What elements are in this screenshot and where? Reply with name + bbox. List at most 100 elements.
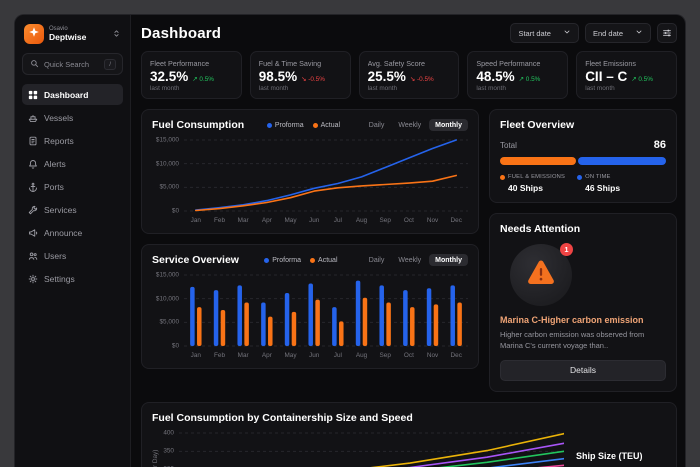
kpi-value: 32.5% — [150, 69, 189, 84]
sidebar-item-reports[interactable]: Reports — [22, 130, 123, 151]
x-axis: Jan Feb Mar Apr May Jun Jul Aug Sep Oct Nov Dec — [184, 217, 468, 224]
x-tick-label: Mar — [237, 217, 249, 224]
y-axis-label: (Per Day) — [152, 448, 159, 467]
wrench-icon — [28, 205, 38, 215]
legend-item: Proforma — [266, 121, 304, 129]
sidebar-nav: Dashboard Vessels Reports Alerts Ports Servic… — [22, 84, 123, 289]
kpi-delta: ↗ 0.5% — [518, 76, 541, 83]
sidebar-item-label: Announce — [44, 227, 83, 238]
shortcut-badge: / — [104, 58, 116, 70]
y-tick-label: $0 — [171, 207, 179, 215]
sidebar-item-label: Alerts — [44, 158, 66, 169]
alert-image: 1 — [510, 243, 573, 306]
kpi-label: Avg. Safety Score — [367, 59, 425, 68]
kpi-value: CII – C — [585, 69, 628, 84]
sidebar-item-alerts[interactable]: Alerts — [22, 153, 123, 174]
fleet-bar-segment — [578, 157, 666, 165]
fuel-consumption-card: Fuel Consumption Proforma Actual Daily Wee… — [141, 109, 479, 234]
quick-search[interactable]: Quick Search / — [22, 53, 123, 75]
middle-section: Fuel Consumption Proforma Actual Daily Wee… — [141, 109, 677, 392]
sidebar-item-vessels[interactable]: Vessels — [22, 107, 123, 128]
report-icon — [28, 136, 38, 146]
legend-label: Proforma — [274, 121, 304, 129]
fleet-total-label: Total — [500, 140, 517, 150]
chart-title: Fuel Consumption — [152, 119, 245, 131]
x-tick-label: Apr — [261, 352, 272, 359]
sidebar-item-label: Settings — [44, 273, 75, 284]
x-tick-label: Nov — [426, 217, 439, 224]
plot-area: $15,000 $10,000 $5,000 $0 — [152, 136, 468, 215]
card-title: Fleet Overview — [500, 119, 575, 131]
tab-monthly[interactable]: Monthly — [429, 254, 468, 266]
chart-range-tabs: Daily Weekly Monthly — [363, 254, 468, 266]
start-date-select[interactable]: Start date — [510, 23, 579, 43]
grid-icon — [28, 90, 38, 100]
end-date-label: End date — [592, 28, 623, 38]
x-tick-label: Mar — [237, 352, 249, 359]
page-title: Dashboard — [141, 24, 222, 42]
fleet-legend-label: ON TIME — [585, 174, 611, 180]
fleet-legend-value: 40 Ships — [508, 183, 543, 193]
tab-weekly[interactable]: Weekly — [398, 256, 422, 264]
legend-item: Actual — [312, 122, 340, 129]
kpi-label: Fleet Performance — [150, 59, 210, 68]
header-controls: Start date End date — [510, 23, 677, 43]
sidebar-item-settings[interactable]: Settings — [22, 268, 123, 289]
alert-description: Higher carbon emission was observed from… — [500, 330, 645, 351]
y-tick-label: $15,000 — [155, 136, 179, 144]
tab-weekly[interactable]: Weekly — [398, 121, 422, 129]
sidebar-item-ports[interactable]: Ports — [22, 176, 123, 197]
plot-area: (Per Day) 400350300250 Ship Size (TEU) 4… — [152, 429, 666, 467]
chart-legend: Proforma Actual — [264, 257, 338, 264]
filter-button[interactable] — [657, 23, 677, 43]
kpi-row: Fleet Performance 32.5% ↗ 0.5% last month Fu… — [141, 51, 677, 99]
kpi-value: 25.5% — [367, 69, 406, 84]
workspace-switcher[interactable]: Osavio Deptwise — [22, 23, 123, 45]
x-axis: Jan Feb Mar Apr May Jun Jul Aug Sep Oct Nov Dec — [184, 352, 468, 359]
legend-item: Proforma — [264, 257, 301, 264]
y-axis: 400350300250 — [159, 429, 179, 467]
tab-daily[interactable]: Daily — [368, 121, 385, 129]
kpi-value: 98.5% — [258, 69, 298, 84]
sidebar-item-users[interactable]: Users — [22, 245, 123, 266]
details-button[interactable]: Details — [500, 359, 666, 381]
fuel-by-size-speed-plot — [179, 432, 564, 467]
ship-icon — [28, 113, 38, 123]
sidebar-item-dashboard[interactable]: Dashboard — [22, 84, 123, 105]
chart-head: Fuel Consumption by Containership Size a… — [152, 412, 666, 424]
chart-head: Service Overview Proforma Actual Daily Wee… — [152, 254, 468, 266]
needs-attention-card: Needs Attention 1 Marina C-Higher carbon… — [489, 213, 677, 392]
logo-icon — [24, 24, 44, 44]
end-date-select[interactable]: End date — [584, 23, 651, 43]
service-overview-plot — [184, 274, 468, 347]
y-tick-label: $5,000 — [159, 183, 179, 191]
start-date-label: Start date — [518, 28, 551, 38]
fuel-consumption-plot — [184, 139, 468, 212]
side-cards-column: Fleet Overview Total 86 FUEL & EMISSIONS… — [489, 109, 677, 392]
kpi-period: last month — [367, 85, 398, 92]
users-icon — [28, 251, 38, 261]
legend-dot-icon — [312, 122, 318, 128]
tab-monthly[interactable]: Monthly — [429, 119, 468, 131]
sidebar-item-announce[interactable]: Announce — [22, 222, 123, 243]
y-tick-label: $10,000 — [155, 295, 179, 303]
fleet-total-row: Total 86 — [500, 139, 666, 151]
fuel-by-size-speed-card: Fuel Consumption by Containership Size a… — [141, 401, 677, 467]
legend-title: Ship Size (TEU) — [576, 450, 643, 461]
alert-count-badge: 1 — [560, 243, 573, 256]
x-tick-label: Feb — [214, 217, 226, 224]
tab-daily[interactable]: Daily — [368, 256, 385, 264]
sidebar-item-services[interactable]: Services — [22, 199, 123, 220]
chart-range-tabs: Daily Weekly Monthly — [363, 119, 468, 131]
sidebar-item-label: Vessels — [44, 112, 74, 123]
search-icon — [29, 59, 39, 69]
service-overview-card: Service Overview Proforma Actual Daily Wee… — [141, 244, 479, 369]
charts-column: Fuel Consumption Proforma Actual Daily Wee… — [141, 109, 479, 392]
x-tick-label: Oct — [403, 217, 414, 224]
x-tick-label: Nov — [426, 352, 439, 359]
x-tick-label: May — [284, 217, 297, 224]
y-tick-label: $15,000 — [155, 271, 179, 279]
warning-icon — [524, 256, 558, 295]
chart-head: Fuel Consumption Proforma Actual Daily Wee… — [152, 119, 468, 131]
